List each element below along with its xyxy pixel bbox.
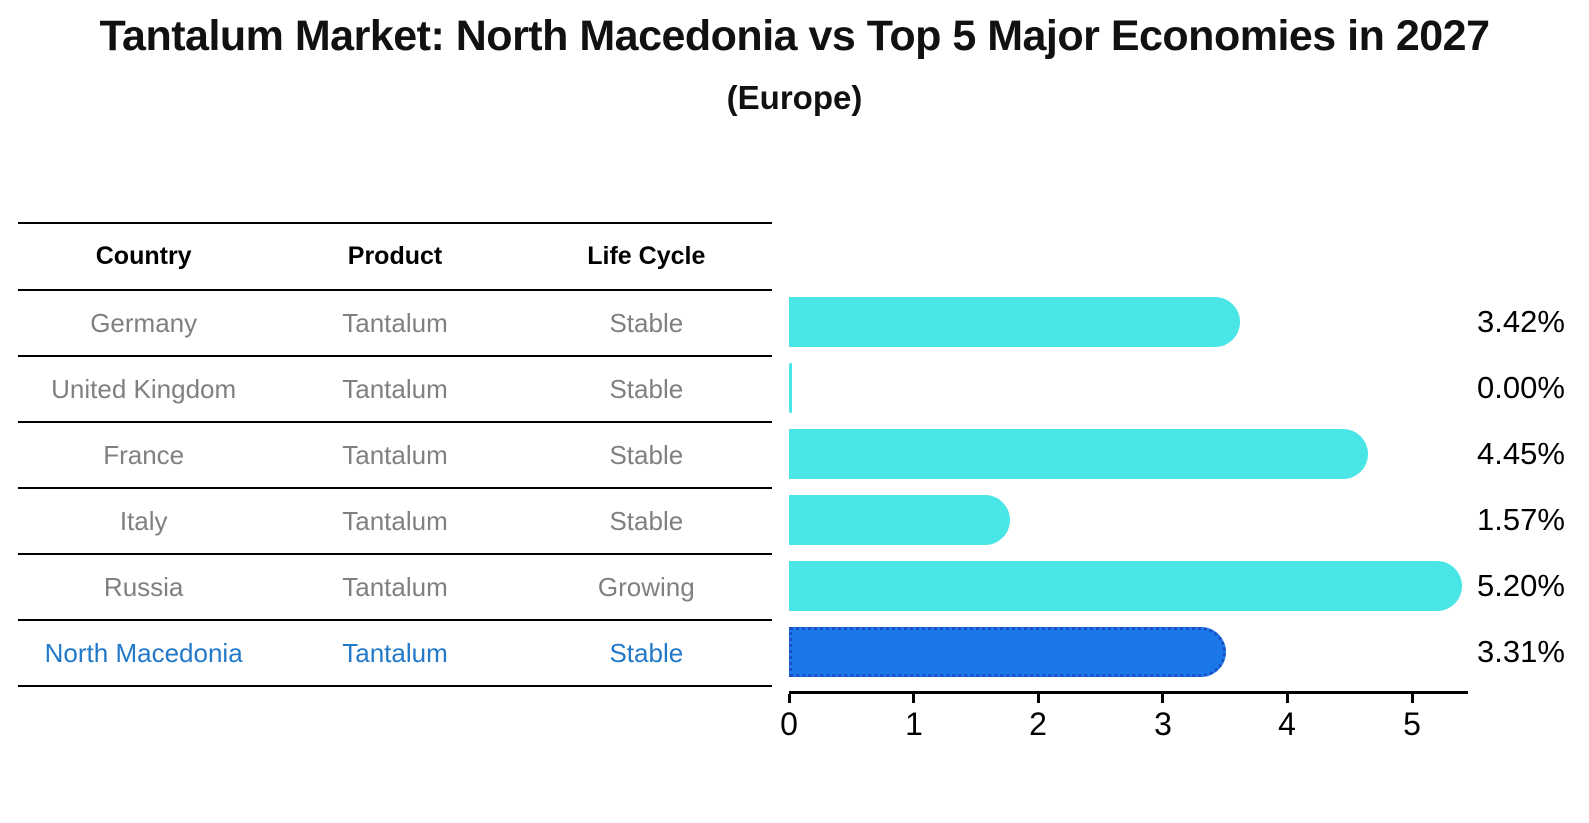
table-row: Germany Tantalum Stable	[18, 291, 772, 357]
value-label-united-kingdom: 0.00%	[1477, 370, 1565, 405]
bar-germany	[789, 297, 1240, 347]
cell-product: Tantalum	[342, 373, 448, 404]
x-axis-tick	[1411, 694, 1414, 703]
bar-united-kingdom	[789, 363, 792, 413]
cell-country: Italy	[119, 505, 168, 536]
cell-country: France	[103, 439, 185, 470]
column-header-product: Product	[347, 242, 443, 270]
cell-country: Germany	[90, 307, 198, 338]
cell-life-cycle: Stable	[609, 373, 684, 404]
value-label-france: 4.45%	[1477, 436, 1565, 471]
cell-country: North Macedonia	[44, 637, 243, 668]
table-header-row: Country Product Life Cycle	[18, 224, 772, 291]
data-table: Country Product Life Cycle Germany Tanta…	[18, 222, 772, 687]
value-label-italy: 1.57%	[1477, 502, 1565, 537]
x-axis-tick-label: 3	[1154, 706, 1172, 742]
x-axis-tick	[1286, 694, 1289, 703]
cell-product: Tantalum	[342, 505, 448, 536]
x-axis-tick	[788, 694, 791, 703]
cell-country: Russia	[103, 571, 184, 602]
cell-life-cycle: Stable	[609, 307, 684, 338]
table-row: Russia Tantalum Growing	[18, 555, 772, 621]
column-header-lifecycle: Life Cycle	[587, 242, 706, 270]
cell-life-cycle: Stable	[609, 637, 684, 668]
value-label-russia: 5.20%	[1477, 568, 1565, 603]
x-axis-tick-label: 0	[780, 706, 798, 742]
table-row: United Kingdom Tantalum Stable	[18, 357, 772, 423]
x-axis	[789, 691, 1468, 694]
table-row-highlighted: North Macedonia Tantalum Stable	[18, 621, 772, 687]
cell-product: Tantalum	[342, 307, 448, 338]
bar-russia	[789, 561, 1462, 611]
cell-product: Tantalum	[342, 637, 448, 668]
x-axis-tick-label: 2	[1029, 706, 1047, 742]
table-row: Italy Tantalum Stable	[18, 489, 772, 555]
cell-life-cycle: Stable	[609, 505, 684, 536]
bar-france	[789, 429, 1368, 479]
table-row: France Tantalum Stable	[18, 423, 772, 489]
bar-north-macedonia	[789, 627, 1226, 677]
x-axis-tick-label: 4	[1278, 706, 1296, 742]
chart-title: Tantalum Market: North Macedonia vs Top …	[99, 12, 1490, 60]
cell-product: Tantalum	[342, 439, 448, 470]
value-label-north-macedonia: 3.31%	[1477, 634, 1565, 669]
x-axis-tick	[912, 694, 915, 703]
cell-life-cycle: Growing	[597, 571, 695, 602]
cell-life-cycle: Stable	[609, 439, 684, 470]
x-axis-tick-label: 5	[1403, 706, 1421, 742]
column-header-country: Country	[95, 242, 192, 270]
x-axis-tick	[1161, 694, 1164, 703]
cell-country: United Kingdom	[51, 373, 237, 404]
x-axis-tick-label: 1	[905, 706, 923, 742]
x-axis-tick	[1037, 694, 1040, 703]
cell-product: Tantalum	[342, 571, 448, 602]
bar-italy	[789, 495, 1010, 545]
chart-subtitle: (Europe)	[726, 79, 863, 116]
value-label-germany: 3.42%	[1477, 304, 1565, 339]
